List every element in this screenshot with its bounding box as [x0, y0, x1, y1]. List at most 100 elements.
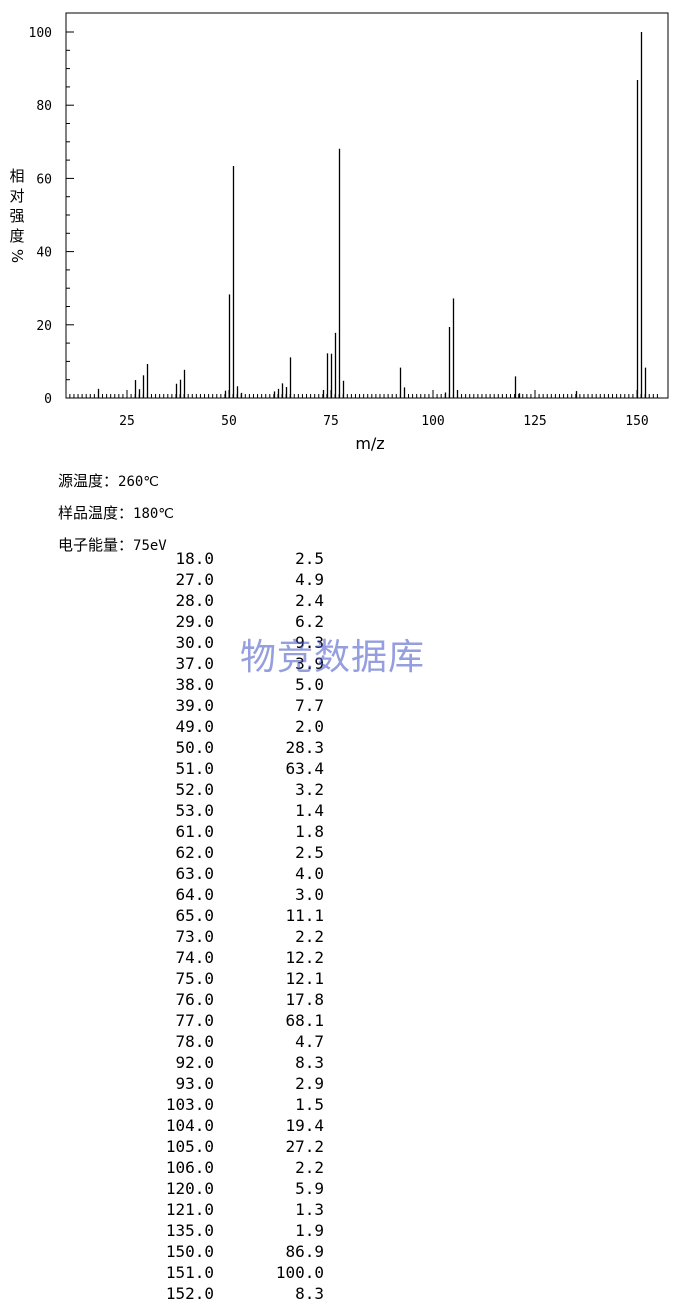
peak-mz: 64.0 — [175, 885, 214, 904]
table-row: 27.0 4.9 — [140, 569, 324, 590]
x-tick-label: 100 — [421, 414, 444, 429]
table-row: 30.0 9.3 — [140, 632, 324, 653]
y-tick-label: 100 — [29, 26, 52, 41]
peak-intensity: 1.8 — [295, 822, 324, 841]
electron-energy-label: 电子能量： — [58, 536, 134, 554]
y-axis-unit: % — [8, 248, 26, 264]
table-row: 150.0 86.9 — [140, 1241, 324, 1262]
peak-mz: 52.0 — [175, 780, 214, 799]
peak-mz: 151.0 — [165, 1263, 214, 1282]
table-row: 76.0 17.8 — [140, 989, 324, 1010]
source-temperature-value: 260℃ — [118, 474, 160, 490]
peak-intensity: 2.5 — [295, 843, 324, 862]
peak-mz: 75.0 — [175, 969, 214, 988]
table-row: 75.0 12.1 — [140, 968, 324, 989]
table-row: 152.0 8.3 — [140, 1283, 324, 1304]
plot-frame — [65, 12, 669, 399]
peak-intensity: 5.0 — [295, 675, 324, 694]
peak-mz: 49.0 — [175, 717, 214, 736]
peak-mz: 61.0 — [175, 822, 214, 841]
table-row: 50.0 28.3 — [140, 737, 324, 758]
table-row: 28.0 2.4 — [140, 590, 324, 611]
table-row: 92.0 8.3 — [140, 1052, 324, 1073]
peak-mz: 74.0 — [175, 948, 214, 967]
table-row: 73.0 2.2 — [140, 926, 324, 947]
peak-mz: 78.0 — [175, 1032, 214, 1051]
y-tick-label: 0 — [44, 392, 52, 407]
table-row: 106.0 2.2 — [140, 1157, 324, 1178]
peak-intensity: 4.9 — [295, 570, 324, 589]
mass-spectrum-chart: 25 50 75 100 125 150 0 20 40 60 80 100 — [29, 12, 669, 429]
peak-mz: 120.0 — [165, 1179, 214, 1198]
table-row: 37.0 3.9 — [140, 653, 324, 674]
table-row: 49.0 2.0 — [140, 716, 324, 737]
peak-intensity: 4.0 — [295, 864, 324, 883]
table-row: 105.0 27.2 — [140, 1136, 324, 1157]
peak-intensity: 9.3 — [295, 633, 324, 652]
peak-mz: 121.0 — [165, 1200, 214, 1219]
peak-mz: 135.0 — [165, 1221, 214, 1240]
y-axis-label-text: 相对强度 — [6, 166, 28, 246]
peak-intensity: 100.0 — [275, 1263, 324, 1282]
peak-intensity: 3.9 — [295, 654, 324, 673]
table-row: 65.0 11.1 — [140, 905, 324, 926]
table-row: 121.0 1.3 — [140, 1199, 324, 1220]
table-row: 63.0 4.0 — [140, 863, 324, 884]
sample-temperature-label: 样品温度： — [58, 504, 134, 522]
peak-mz: 150.0 — [165, 1242, 214, 1261]
peak-table: 18.0 2.5 27.0 4.9 28.0 2.4 29.0 6.2 30.0 9.3 37.0 3… — [140, 548, 324, 1304]
y-axis-label-char: 相 — [9, 167, 25, 185]
peak-intensity: 7.7 — [295, 696, 324, 715]
peak-mz: 27.0 — [175, 570, 214, 589]
table-row: 120.0 5.9 — [140, 1178, 324, 1199]
peak-intensity: 27.2 — [285, 1137, 324, 1156]
peak-intensity: 12.2 — [285, 948, 324, 967]
table-row: 78.0 4.7 — [140, 1031, 324, 1052]
peak-mz: 29.0 — [175, 612, 214, 631]
peak-intensity: 8.3 — [295, 1053, 324, 1072]
peak-intensity: 28.3 — [285, 738, 324, 757]
peak-intensity: 4.7 — [295, 1032, 324, 1051]
source-temperature-label: 源温度： — [58, 472, 119, 490]
y-tick-label: 80 — [36, 99, 52, 114]
peak-mz: 92.0 — [175, 1053, 214, 1072]
axis-ticks: 25 50 75 100 125 150 0 20 40 60 80 100 — [29, 26, 658, 429]
peak-intensity: 2.2 — [295, 1158, 324, 1177]
table-row: 135.0 1.9 — [140, 1220, 324, 1241]
table-row: 18.0 2.5 — [140, 548, 324, 569]
peak-intensity: 3.2 — [295, 780, 324, 799]
table-row: 38.0 5.0 — [140, 674, 324, 695]
peak-mz: 93.0 — [175, 1074, 214, 1093]
table-row: 74.0 12.2 — [140, 947, 324, 968]
peak-intensity: 12.1 — [285, 969, 324, 988]
y-tick-label: 40 — [36, 246, 52, 261]
peak-mz: 76.0 — [175, 990, 214, 1009]
peak-mz: 62.0 — [175, 843, 214, 862]
peak-intensity: 6.2 — [295, 612, 324, 631]
x-tick-label: 75 — [323, 414, 339, 429]
table-row: 29.0 6.2 — [140, 611, 324, 632]
table-row: 52.0 3.2 — [140, 779, 324, 800]
peak-intensity: 86.9 — [285, 1242, 324, 1261]
table-row: 53.0 1.4 — [140, 800, 324, 821]
electron-energy-value: 75eV — [133, 538, 167, 554]
peak-mz: 37.0 — [175, 654, 214, 673]
x-tick-label: 50 — [221, 414, 237, 429]
peak-mz: 73.0 — [175, 927, 214, 946]
peak-mz: 77.0 — [175, 1011, 214, 1030]
peak-intensity: 1.4 — [295, 801, 324, 820]
peak-mz: 53.0 — [175, 801, 214, 820]
table-row: 93.0 2.9 — [140, 1073, 324, 1094]
peak-mz: 65.0 — [175, 906, 214, 925]
table-row: 39.0 7.7 — [140, 695, 324, 716]
y-tick-label: 60 — [36, 172, 52, 187]
peak-mz: 104.0 — [165, 1116, 214, 1135]
peak-mz: 105.0 — [165, 1137, 214, 1156]
peak-intensity: 2.9 — [295, 1074, 324, 1093]
y-tick-label: 20 — [36, 319, 52, 334]
peak-mz: 106.0 — [165, 1158, 214, 1177]
y-axis-label-char: 度 — [9, 227, 25, 245]
peak-intensity: 1.5 — [295, 1095, 324, 1114]
peak-intensity: 2.5 — [295, 549, 324, 568]
y-axis-label-char: 对 — [9, 187, 25, 205]
